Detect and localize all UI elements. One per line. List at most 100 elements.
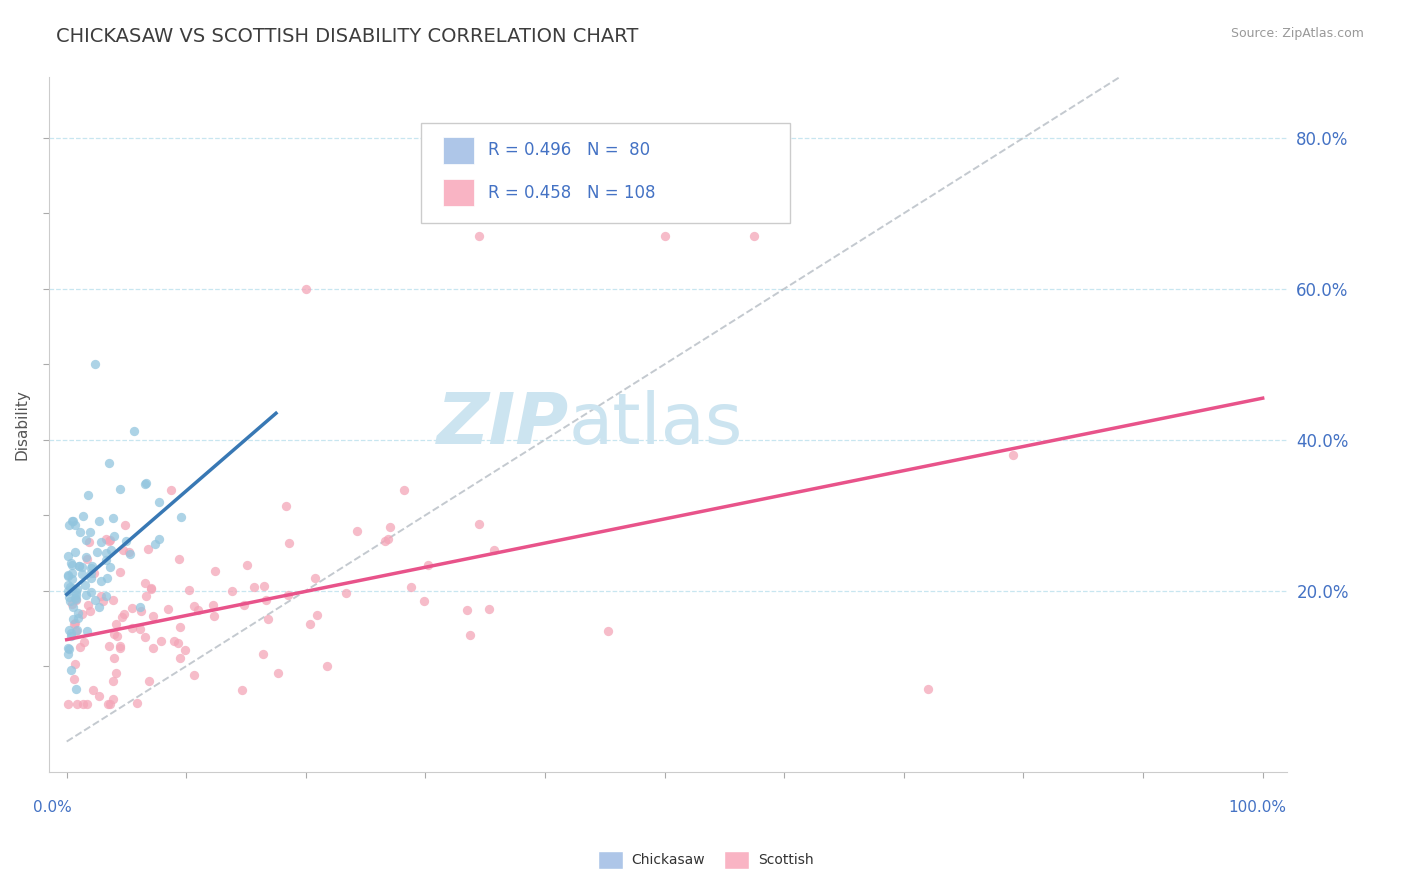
Point [67,558,90,573]
Point [77,534,100,549]
Point [413,594,436,608]
Point [134,589,156,603]
Point [346,524,368,538]
Point [58,549,80,563]
Point [138,673,160,688]
Point [65,697,87,711]
Point [63,591,86,606]
Point [58,517,80,532]
Point [58,590,80,604]
Point [129,600,152,615]
Point [98,456,121,470]
Point [169,651,191,665]
Point [59,556,82,570]
Point [56,647,79,661]
Point [65,518,87,533]
Point [174,643,197,657]
Point [97,639,120,653]
Point [77,598,100,612]
Point [62,515,84,529]
Point [112,607,135,621]
Point [201,598,224,612]
Point [236,558,259,572]
Point [101,674,124,689]
Point [278,536,301,550]
Text: CHICKASAW VS SCOTTISH DISABILITY CORRELATION CHART: CHICKASAW VS SCOTTISH DISABILITY CORRELA… [56,27,638,45]
Point [72,697,94,711]
Point [60,581,83,595]
Point [70,567,93,582]
Point [399,581,422,595]
Point [105,629,128,643]
Point [56,569,79,583]
Point [63,657,86,671]
Point [80,571,103,585]
Point [101,511,124,525]
Point [65,681,87,696]
Point [252,647,274,661]
Point [103,593,125,607]
Point [67,559,90,574]
Point [243,580,266,594]
Point [114,518,136,533]
Point [60,558,83,573]
Text: R = 0.496   N =  80: R = 0.496 N = 80 [488,142,651,160]
Point [142,608,165,623]
Point [63,617,86,632]
Point [468,228,491,243]
Point [70,559,93,574]
Point [97,697,120,711]
Point [183,599,205,613]
Point [139,582,162,596]
Point [56,567,79,582]
Point [267,665,290,680]
Point [84,592,107,607]
Point [103,627,125,641]
Point [129,604,152,618]
Point [65,585,87,599]
Point [60,514,83,528]
Point [101,692,124,706]
Point [75,550,97,565]
Point [111,610,134,624]
Point [89,689,111,703]
Point [374,533,396,548]
Point [169,620,191,634]
Point [183,667,205,681]
Point [167,552,190,566]
Point [157,601,180,615]
Point [744,228,766,243]
Point [221,584,243,599]
Point [315,659,337,673]
Point [80,566,103,580]
Y-axis label: Disability: Disability [15,389,30,460]
Point [105,665,128,680]
Point [254,593,277,607]
Point [377,532,399,546]
Point [86,545,108,559]
Point [167,635,190,649]
Point [80,584,103,599]
Point [335,586,357,600]
Point [60,630,83,644]
Text: ZIP: ZIP [436,390,568,459]
Point [458,628,481,642]
Point [63,616,86,631]
Point [75,588,97,602]
Point [67,606,90,620]
Point [598,624,620,638]
Point [148,532,170,546]
Point [60,597,83,611]
Point [277,589,299,603]
Point [91,594,114,608]
Point [59,581,82,595]
Point [65,582,87,596]
Point [134,476,156,491]
Point [482,542,505,557]
Point [108,639,131,653]
Point [103,528,125,542]
Point [98,560,121,574]
Point [149,633,172,648]
Point [136,542,159,557]
Point [392,483,415,498]
